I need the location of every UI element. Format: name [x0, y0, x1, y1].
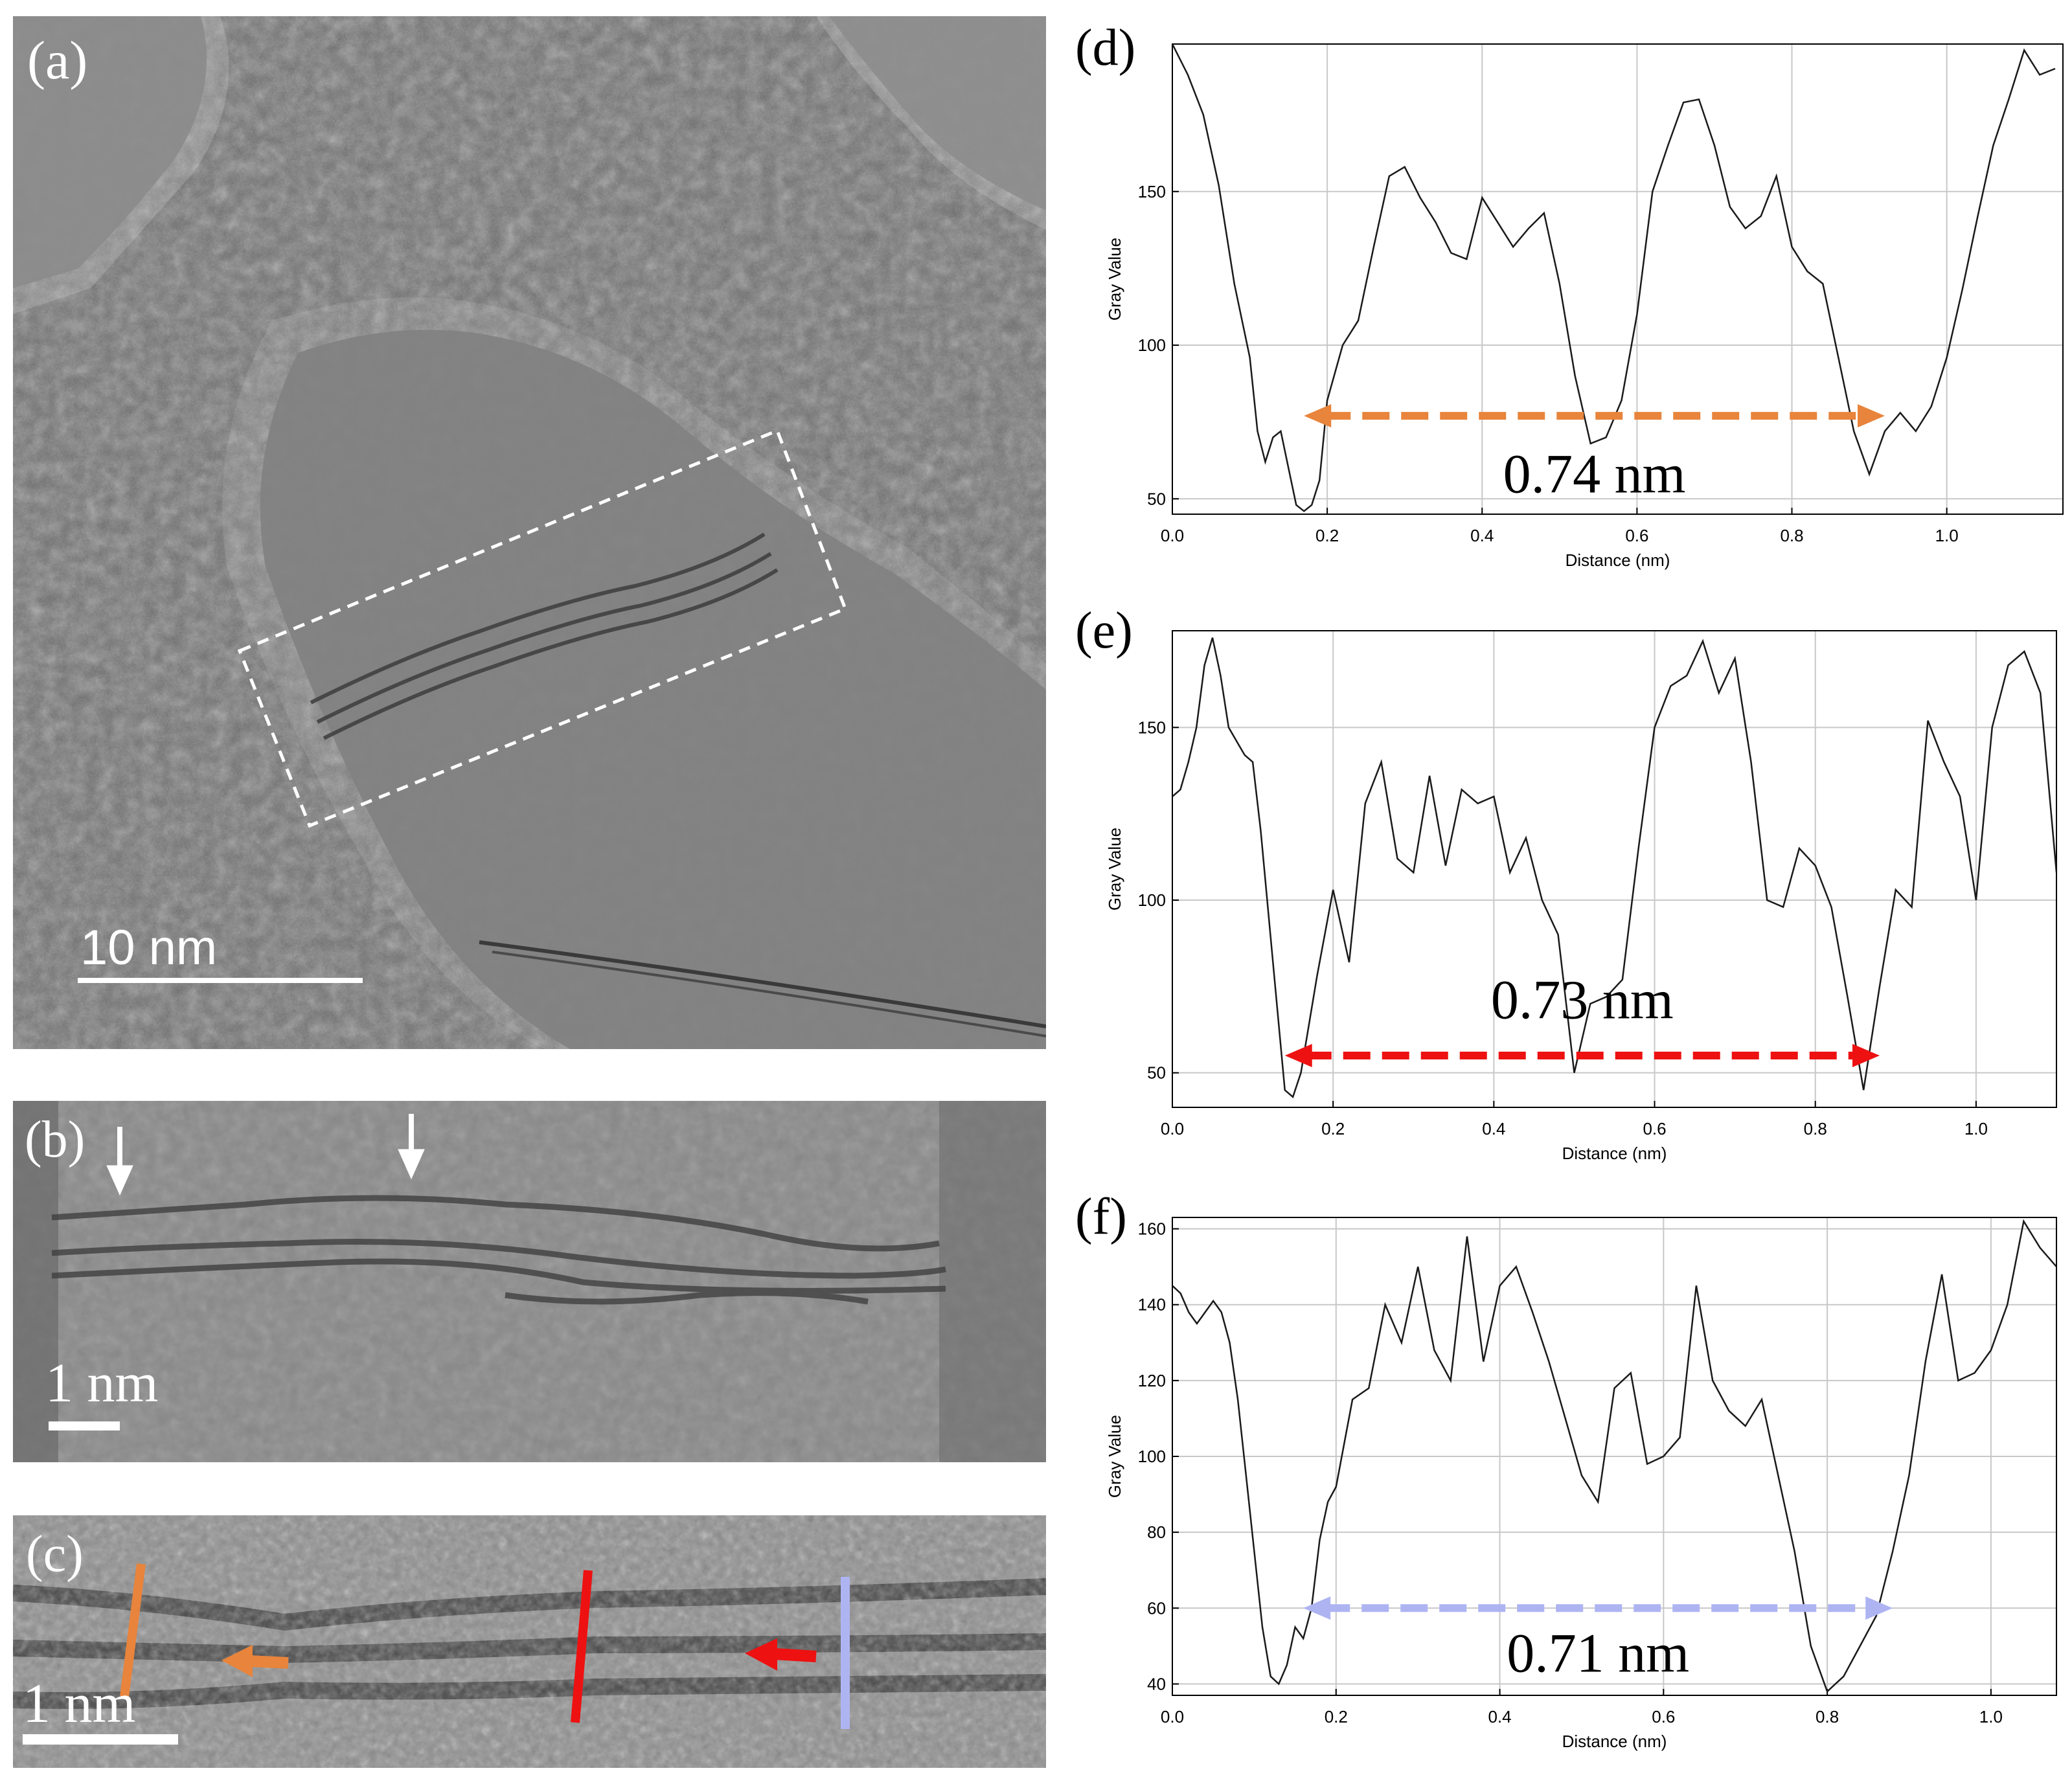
chart-d-xtick-label-3: 0.6 — [1625, 526, 1648, 545]
nanotube-walls — [310, 532, 779, 740]
chart-f-annotation-arrowhead-right — [1865, 1596, 1893, 1620]
chart-f-ytick-label-5: 140 — [1138, 1295, 1166, 1315]
chart-f-series-line — [1172, 1219, 2056, 1693]
chart-f-ytick-label-2: 80 — [1147, 1522, 1166, 1542]
chart-f-xtick-label-2: 0.4 — [1488, 1707, 1511, 1726]
chart-d-ylabel: Gray Value — [1105, 238, 1124, 321]
scale-bar-label-b: 1 nm — [45, 1351, 159, 1414]
chart-f-ylabel: Gray Value — [1105, 1415, 1124, 1498]
chart-d-annotation-label: 0.74 nm — [1503, 442, 1686, 504]
chart-e-ylabel: Gray Value — [1105, 828, 1124, 910]
chart-d-plot-area — [1172, 44, 2063, 514]
chart-f-xtick-label-1: 0.2 — [1325, 1707, 1348, 1726]
chart-e-xtick-label-0: 0.0 — [1161, 1119, 1184, 1138]
arrow-orange — [222, 1645, 289, 1677]
chart-e-xtick-label-2: 0.4 — [1482, 1119, 1505, 1138]
chart-f-xtick-label-5: 1.0 — [1979, 1707, 2003, 1726]
chart-f-annotation-arrowhead-left — [1303, 1596, 1331, 1620]
chart-d-xlabel: Distance (nm) — [1565, 550, 1670, 570]
chart-e-plot-area — [1172, 631, 2056, 1107]
chart-f-ytick-label-0: 40 — [1147, 1674, 1166, 1693]
chart-d-series-line — [1172, 44, 2056, 512]
arrow-red — [745, 1638, 817, 1671]
chart-d-ytick-label-2: 150 — [1138, 182, 1166, 201]
chart-f-ytick-label-1: 60 — [1147, 1598, 1166, 1618]
chart-f-ytick-label-4: 120 — [1138, 1371, 1166, 1390]
measure-line-red — [571, 1570, 593, 1723]
plot-svg-f: 0.0 0.2 0.4 0.6 0.8 1.0 40 60 80 100 120 140 160 Dist… — [1075, 1188, 2057, 1751]
chart-e-xtick-label-5: 1.0 — [1964, 1119, 1988, 1138]
chart-d-xtick-label-2: 0.4 — [1470, 526, 1494, 545]
chart-e-annotation-label: 0.73 nm — [1491, 969, 1674, 1031]
tem-micrograph-c — [13, 1515, 1046, 1768]
chart-f-xtick-label-4: 0.8 — [1816, 1707, 1839, 1726]
chart-e-ytick-label-0: 50 — [1147, 1063, 1166, 1083]
panel-label-c: (c) — [26, 1526, 84, 1583]
chart-e-annotation-arrowhead-right — [1852, 1044, 1880, 1067]
chart-d-annotation-arrowhead-left — [1304, 404, 1332, 428]
tem-micrograph-b — [13, 1101, 1046, 1462]
measure-line-orange — [120, 1563, 146, 1697]
chart-d-xtick-label-1: 0.2 — [1315, 526, 1339, 545]
panel-label-b: (b) — [25, 1111, 85, 1168]
chart-d-xtick-label-4: 0.8 — [1780, 526, 1803, 545]
chart-f-ytick-label-3: 100 — [1138, 1447, 1166, 1466]
chart-d-xtick-label-0: 0.0 — [1161, 526, 1184, 545]
chart-f-xtick-label-3: 0.6 — [1652, 1707, 1675, 1726]
marker-arrows-b — [106, 1114, 425, 1196]
plot-svg-e: 0.0 0.2 0.4 0.6 0.8 1.0 50 100 150 Distance (nm) G… — [1075, 602, 2057, 1163]
chart-f-xtick-label-0: 0.0 — [1161, 1707, 1184, 1726]
line-profile-plot-d: 0.0 0.2 0.4 0.6 0.8 1.0 50 100 150 Distance (nm) G… — [1062, 0, 2072, 596]
chart-d-annotation-arrowhead-right — [1858, 404, 1885, 428]
chart-d-frame — [1172, 43, 2064, 515]
chart-d-panel-label: (d) — [1075, 19, 1135, 76]
chart-f-ytick-label-6: 160 — [1138, 1219, 1166, 1239]
chart-e-panel-label: (e) — [1075, 602, 1133, 659]
chart-e-ytick-label-2: 150 — [1138, 718, 1166, 737]
panel-label-a: (a) — [27, 30, 88, 91]
scale-bar-label-c: 1 nm — [23, 1672, 136, 1734]
plot-svg-d: 0.0 0.2 0.4 0.6 0.8 1.0 50 100 150 Distance (nm) G… — [1075, 19, 2064, 570]
line-profile-plot-f: 0.0 0.2 0.4 0.6 0.8 1.0 40 60 80 100 120 140 160 Dist… — [1062, 1166, 2072, 1772]
chart-e-xtick-label-4: 0.8 — [1804, 1119, 1827, 1138]
chart-f-panel-label: (f) — [1075, 1188, 1127, 1245]
scale-bar-label-a: 10 nm — [80, 920, 218, 975]
chart-f-xlabel: Distance (nm) — [1562, 1732, 1667, 1751]
tem-image-b: (b) 1 nm — [13, 1101, 1046, 1462]
scale-bar-c — [23, 1734, 178, 1745]
nanotube-walls-b — [51, 1195, 946, 1305]
tem-image-c: (c) 1 nm — [13, 1515, 1046, 1768]
chart-d-xtick-label-5: 1.0 — [1935, 526, 1959, 545]
scale-bar-a — [78, 978, 363, 983]
chart-e-series-line — [1172, 637, 2056, 1099]
scale-bar-b — [49, 1421, 120, 1430]
chart-d-ytick-label-1: 100 — [1138, 335, 1166, 355]
chart-d-ytick-label-0: 50 — [1147, 489, 1166, 508]
chart-e-xtick-label-1: 0.2 — [1321, 1119, 1345, 1138]
line-profile-plot-e: 0.0 0.2 0.4 0.6 0.8 1.0 50 100 150 Distance (nm) G… — [1062, 589, 2072, 1179]
film-edge — [479, 940, 1046, 1028]
chart-e-xtick-label-3: 0.6 — [1643, 1119, 1666, 1138]
tem-image-a: (a) 10 nm — [13, 16, 1046, 1049]
chart-e-ytick-label-1: 100 — [1138, 890, 1166, 910]
chart-e-annotation-arrowhead-left — [1284, 1044, 1312, 1067]
chart-f-annotation-label: 0.71 nm — [1507, 1622, 1689, 1684]
tem-micrograph-a — [13, 16, 1046, 1049]
chart-e-xlabel: Distance (nm) — [1562, 1144, 1667, 1163]
